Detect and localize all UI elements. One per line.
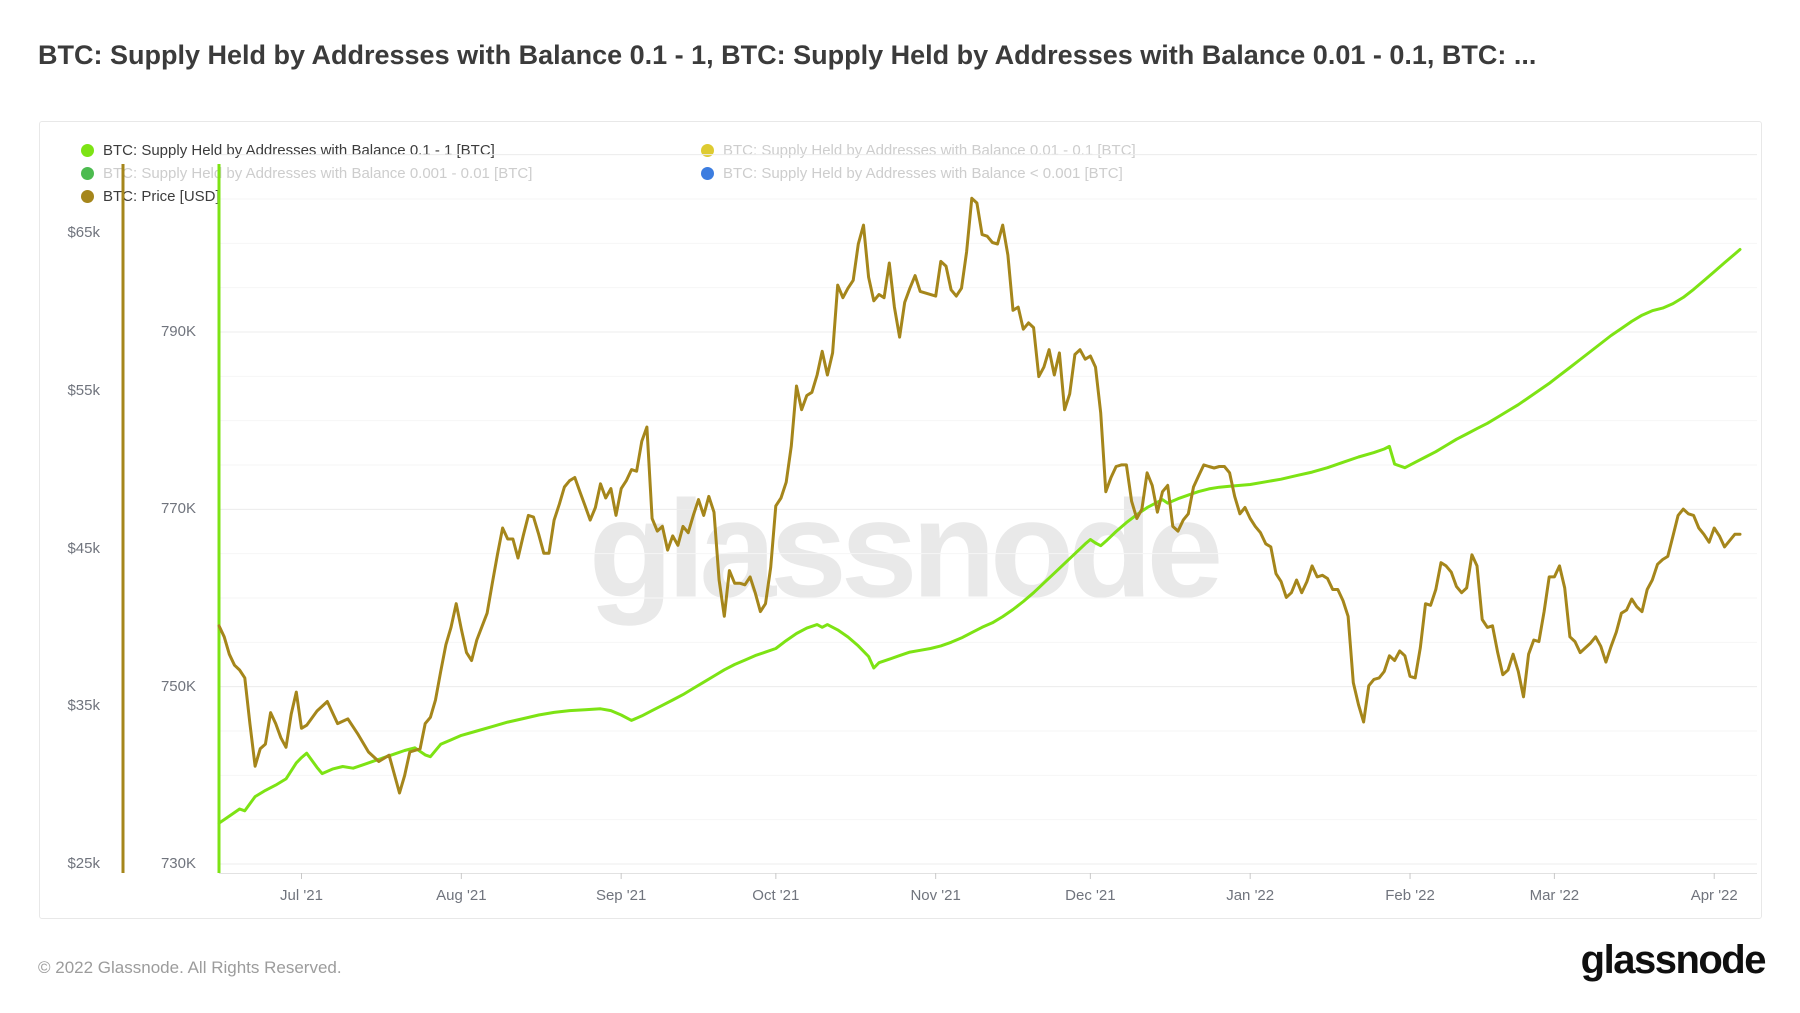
supply-series-line [217,248,1742,825]
price-series-line [217,196,1742,795]
glassnode-logo[interactable]: glassnode [1580,938,1767,982]
legend-item-supply-0.001-0.01[interactable]: BTC: Supply Held by Addresses with Balan… [81,163,532,183]
legend-label: BTC: Price [USD] [103,187,220,205]
footer-copyright: © 2022 Glassnode. All Rights Reserved. [38,958,342,977]
legend-dot-blue [701,166,714,180]
legend-label: BTC: Supply Held by Addresses with Balan… [103,164,533,182]
legend-item-supply-lt-0.001[interactable]: BTC: Supply Held by Addresses with Balan… [701,163,1123,183]
legend-dot-olive [81,189,94,203]
legend-label: BTC: Supply Held by Addresses with Balan… [723,164,1123,182]
legend-dot-lime [81,143,94,157]
chart-card: BTC: Supply Held by Addresses with Balan… [39,121,1762,919]
legend-dot-green [81,166,94,180]
legend-item-price[interactable]: BTC: Price [USD] [81,186,220,206]
page-title: BTC: Supply Held by Addresses with Balan… [38,40,1537,70]
legend-dot-yellow [701,143,714,157]
